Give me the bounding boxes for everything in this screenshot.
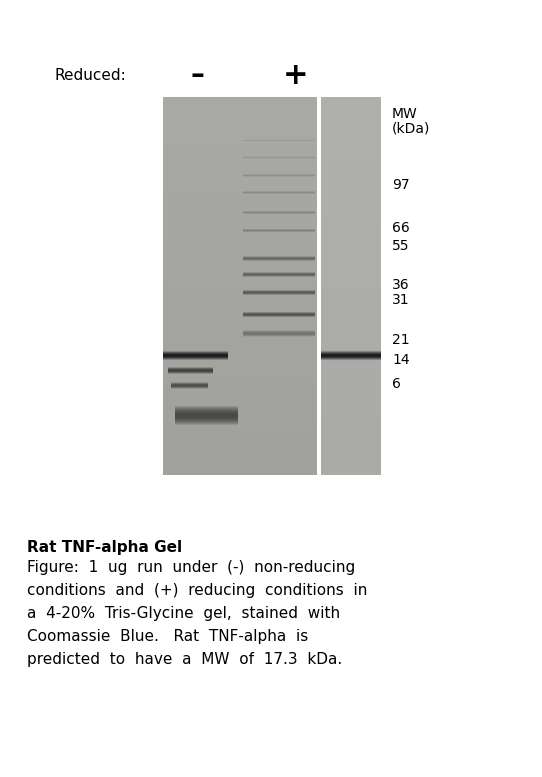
- Text: 36: 36: [392, 278, 410, 292]
- Text: Coomassie  Blue.   Rat  TNF-alpha  is: Coomassie Blue. Rat TNF-alpha is: [27, 629, 308, 644]
- Text: a  4-20%  Tris-Glycine  gel,  stained  with: a 4-20% Tris-Glycine gel, stained with: [27, 606, 340, 621]
- Text: 6: 6: [392, 377, 401, 391]
- Text: predicted  to  have  a  MW  of  17.3  kDa.: predicted to have a MW of 17.3 kDa.: [27, 652, 342, 667]
- Text: conditions  and  (+)  reducing  conditions  in: conditions and (+) reducing conditions i…: [27, 583, 367, 598]
- Text: Rat TNF-alpha Gel: Rat TNF-alpha Gel: [27, 540, 182, 555]
- Text: 14: 14: [392, 353, 410, 367]
- Text: 21: 21: [392, 333, 410, 347]
- Text: 66: 66: [392, 221, 410, 235]
- Text: (kDa): (kDa): [392, 121, 430, 135]
- Text: Figure:  1  ug  run  under  (-)  non-reducing: Figure: 1 ug run under (-) non-reducing: [27, 560, 355, 575]
- Text: +: +: [283, 61, 309, 89]
- Text: 97: 97: [392, 178, 410, 192]
- Text: Reduced:: Reduced:: [55, 68, 127, 82]
- Text: 31: 31: [392, 293, 410, 307]
- Text: MW: MW: [392, 107, 418, 121]
- Text: 55: 55: [392, 239, 410, 253]
- Text: –: –: [190, 61, 204, 89]
